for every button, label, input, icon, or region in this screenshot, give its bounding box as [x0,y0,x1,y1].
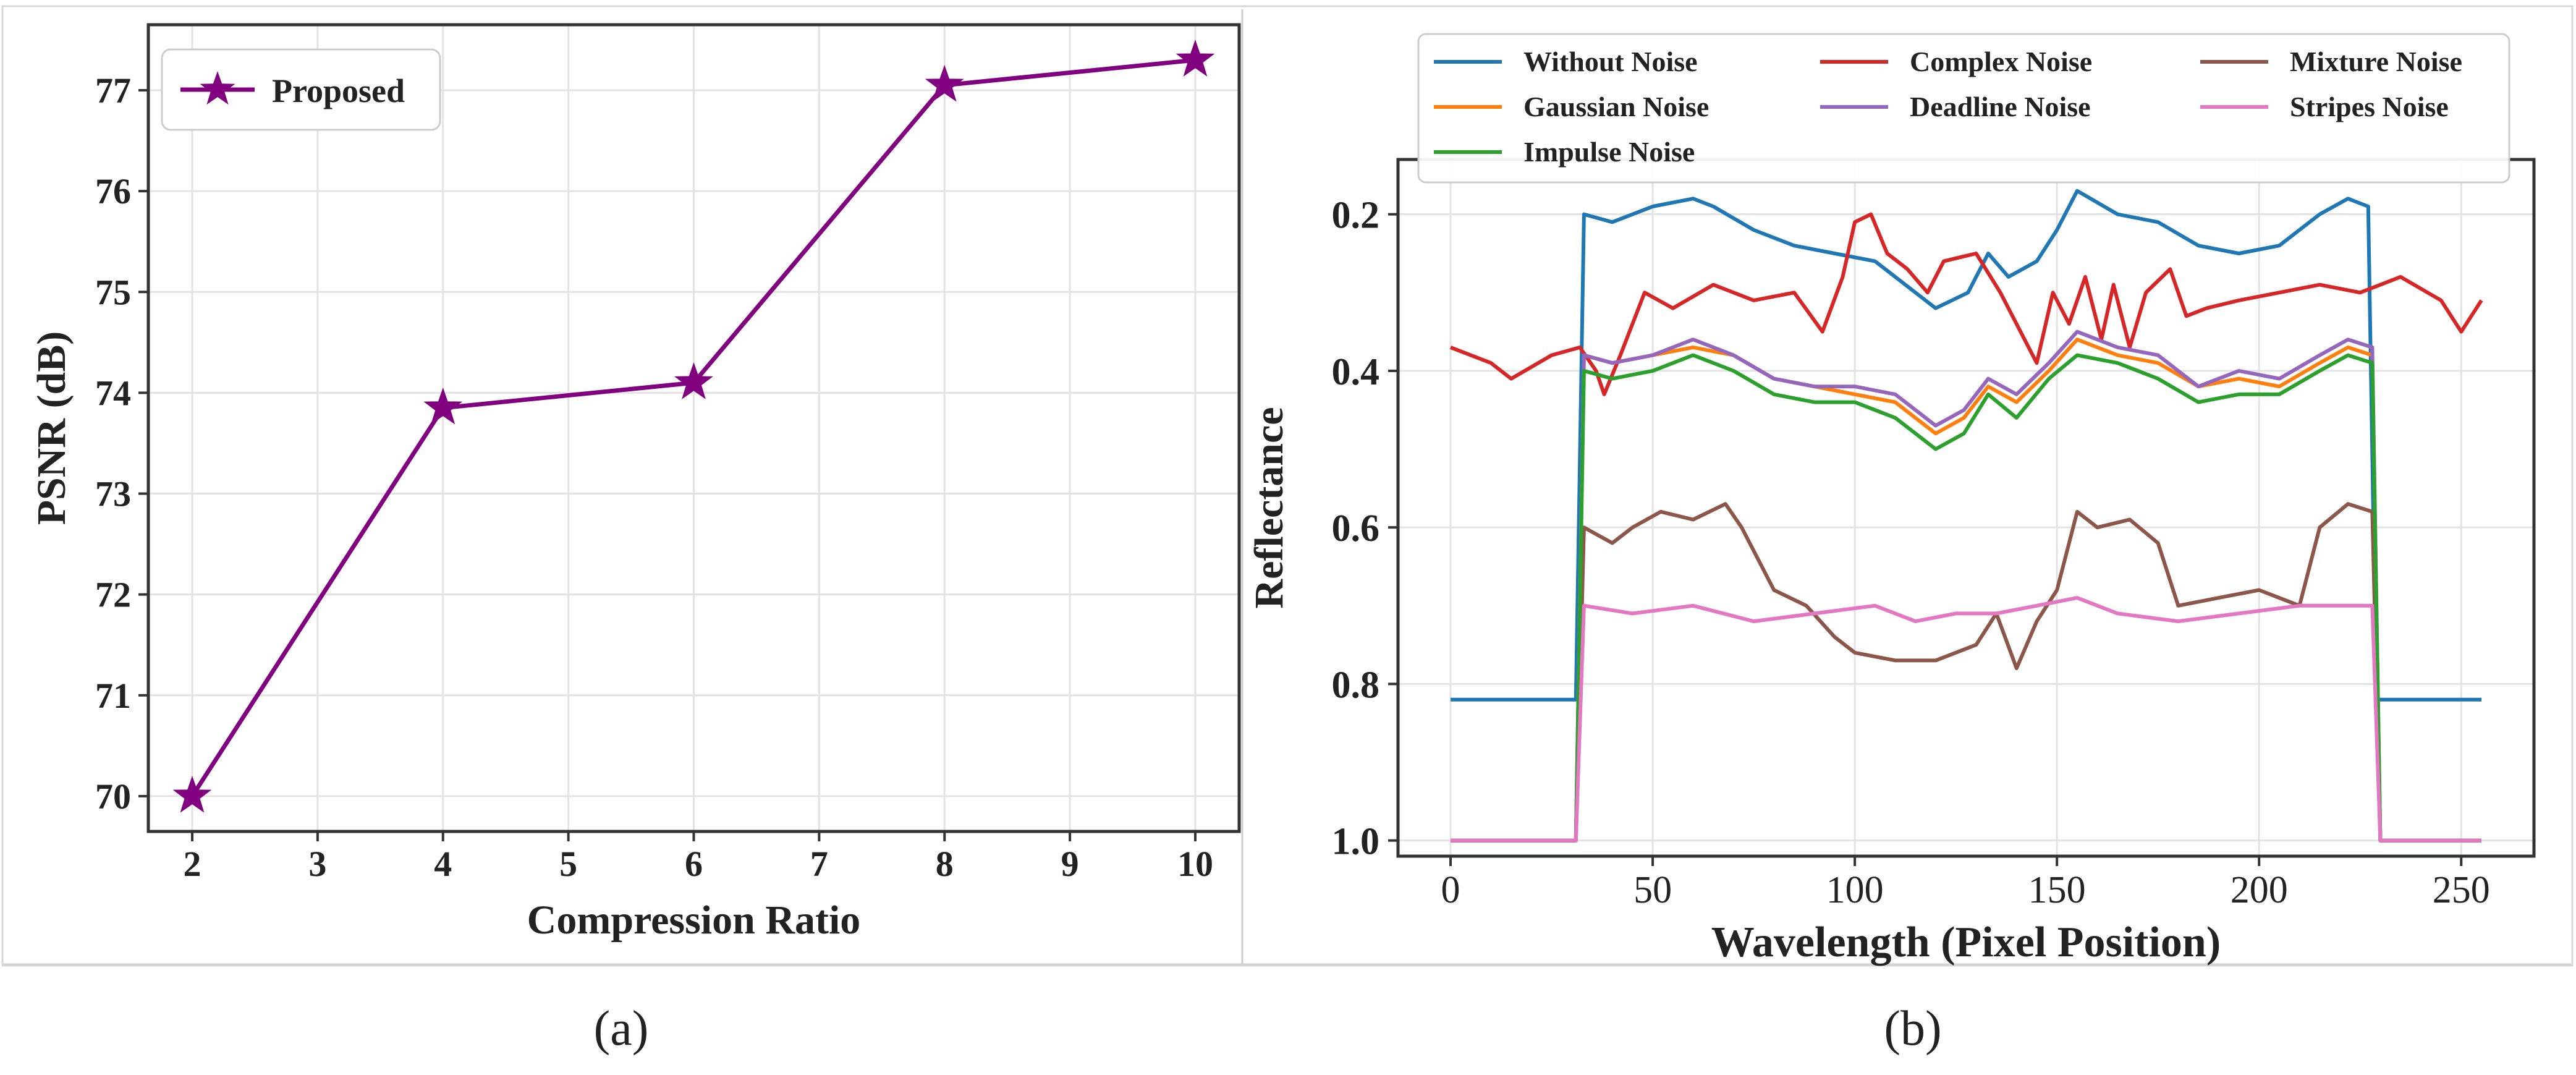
chart-a-x-tick-label: 6 [685,844,703,884]
chart-a-grid [148,25,1239,831]
chart-a: 2 3 4 5 6 7 8 9 10 70 71 72 73 74 75 76 77 Compression … [29,23,1241,943]
chart-b-legend-box [1417,33,2510,184]
chart-a-y-tick-label: 71 [95,676,131,716]
chart-a-x-tick-label: 5 [559,844,577,884]
chart-b-y-tick-label: 0.2 [1332,195,1380,237]
chart-b-legend-label: Deadline Noise [1910,91,2091,122]
chart-b-legend: Without Noise Complex Noise Mixture Noise G… [1417,33,2510,184]
chart-b-y-tick-label: 1.0 [1332,821,1380,863]
chart-b-grid [1398,159,2534,856]
chart-b-y-ticks: 0.2 0.4 0.6 0.8 1.0 [1332,195,1398,863]
chart-a-x-tick-label: 8 [936,844,954,884]
chart-b-legend-label: Stripes Noise [2290,91,2449,122]
chart-a-x-tick-label: 4 [434,844,452,884]
chart-b-series-line [1451,189,2481,702]
chart-b-x-tick-label: 250 [2433,869,2490,911]
chart-a-legend-box [161,48,441,131]
chart-b-x-tick-label: 0 [1441,869,1460,911]
caption-b: (b) [1884,1001,1941,1056]
chart-a-y-axis-label: PSNR (dB) [29,331,74,525]
chart-a-x-tick-label: 9 [1061,844,1079,884]
chart-b-series-line [1451,502,2481,843]
chart-a-x-tick-label: 7 [810,844,828,884]
chart-a-x-axis-label: Compression Ratio [527,898,861,943]
chart-a-y-tick-label: 73 [95,474,131,514]
chart-a-y-ticks: 70 71 72 73 74 75 76 77 [95,70,148,817]
chart-b-legend-label: Gaussian Noise [1523,91,1709,122]
chart-a-legend-marker [200,71,235,105]
chart-a-legend: Proposed [161,48,441,131]
chart-a-point-marker [1176,40,1215,77]
chart-b-series [1449,189,2483,843]
caption-a: (a) [594,1001,649,1056]
chart-a-point-marker [423,387,463,425]
chart-b-x-tick-label: 200 [2231,869,2288,911]
chart-b-legend-label: Impulse Noise [1523,136,1695,168]
chart-b-x-tick-label: 150 [2028,869,2086,911]
chart-b-legend-label: Without Noise [1523,46,1698,77]
chart-b-y-tick-label: 0.6 [1332,508,1380,550]
chart-b-y-tick-label: 0.4 [1332,351,1380,393]
chart-b-series-line [1451,596,2481,843]
chart-a-series [172,40,1215,813]
chart-a-x-ticks: 2 3 4 5 6 7 8 9 10 [184,831,1213,884]
chart-a-point-marker [925,64,964,102]
chart-b: 0 50 100 150 200 250 0.2 0.4 0.6 0.8 1.0 Waveleng… [1247,33,2536,966]
chart-a-y-tick-label: 70 [95,776,131,817]
chart-b-legend-label: Complex Noise [1910,46,2092,77]
chart-b-x-ticks: 0 50 100 150 200 250 [1441,856,2490,911]
chart-b-y-tick-label: 0.8 [1332,664,1380,706]
chart-b-series-line [1451,353,2481,843]
chart-b-x-axis-label: Wavelength (Pixel Position) [1711,919,2221,966]
chart-b-x-tick-label: 50 [1633,869,1672,911]
chart-a-y-tick-label: 75 [95,272,131,312]
chart-a-x-tick-label: 2 [184,844,201,884]
chart-a-x-tick-label: 3 [308,844,326,884]
chart-b-legend-label: Mixture Noise [2290,46,2462,77]
chart-a-y-tick-label: 77 [95,70,131,111]
chart-b-y-axis-label: Reflectance [1247,407,1292,608]
chart-a-y-tick-label: 74 [95,373,131,413]
chart-a-point-marker [172,775,212,813]
chart-a-point-marker [674,362,713,399]
chart-a-x-tick-label: 10 [1177,844,1213,884]
chart-b-x-tick-label: 100 [1826,869,1884,911]
chart-b-series-line [1451,329,2481,843]
chart-b-series-line [1451,338,2481,843]
figure-border [1,5,2574,967]
chart-a-y-tick-label: 76 [95,171,131,211]
chart-a-y-tick-label: 72 [95,575,131,615]
chart-a-legend-label: Proposed [272,72,405,109]
chart-b-series-line [1449,212,2483,396]
